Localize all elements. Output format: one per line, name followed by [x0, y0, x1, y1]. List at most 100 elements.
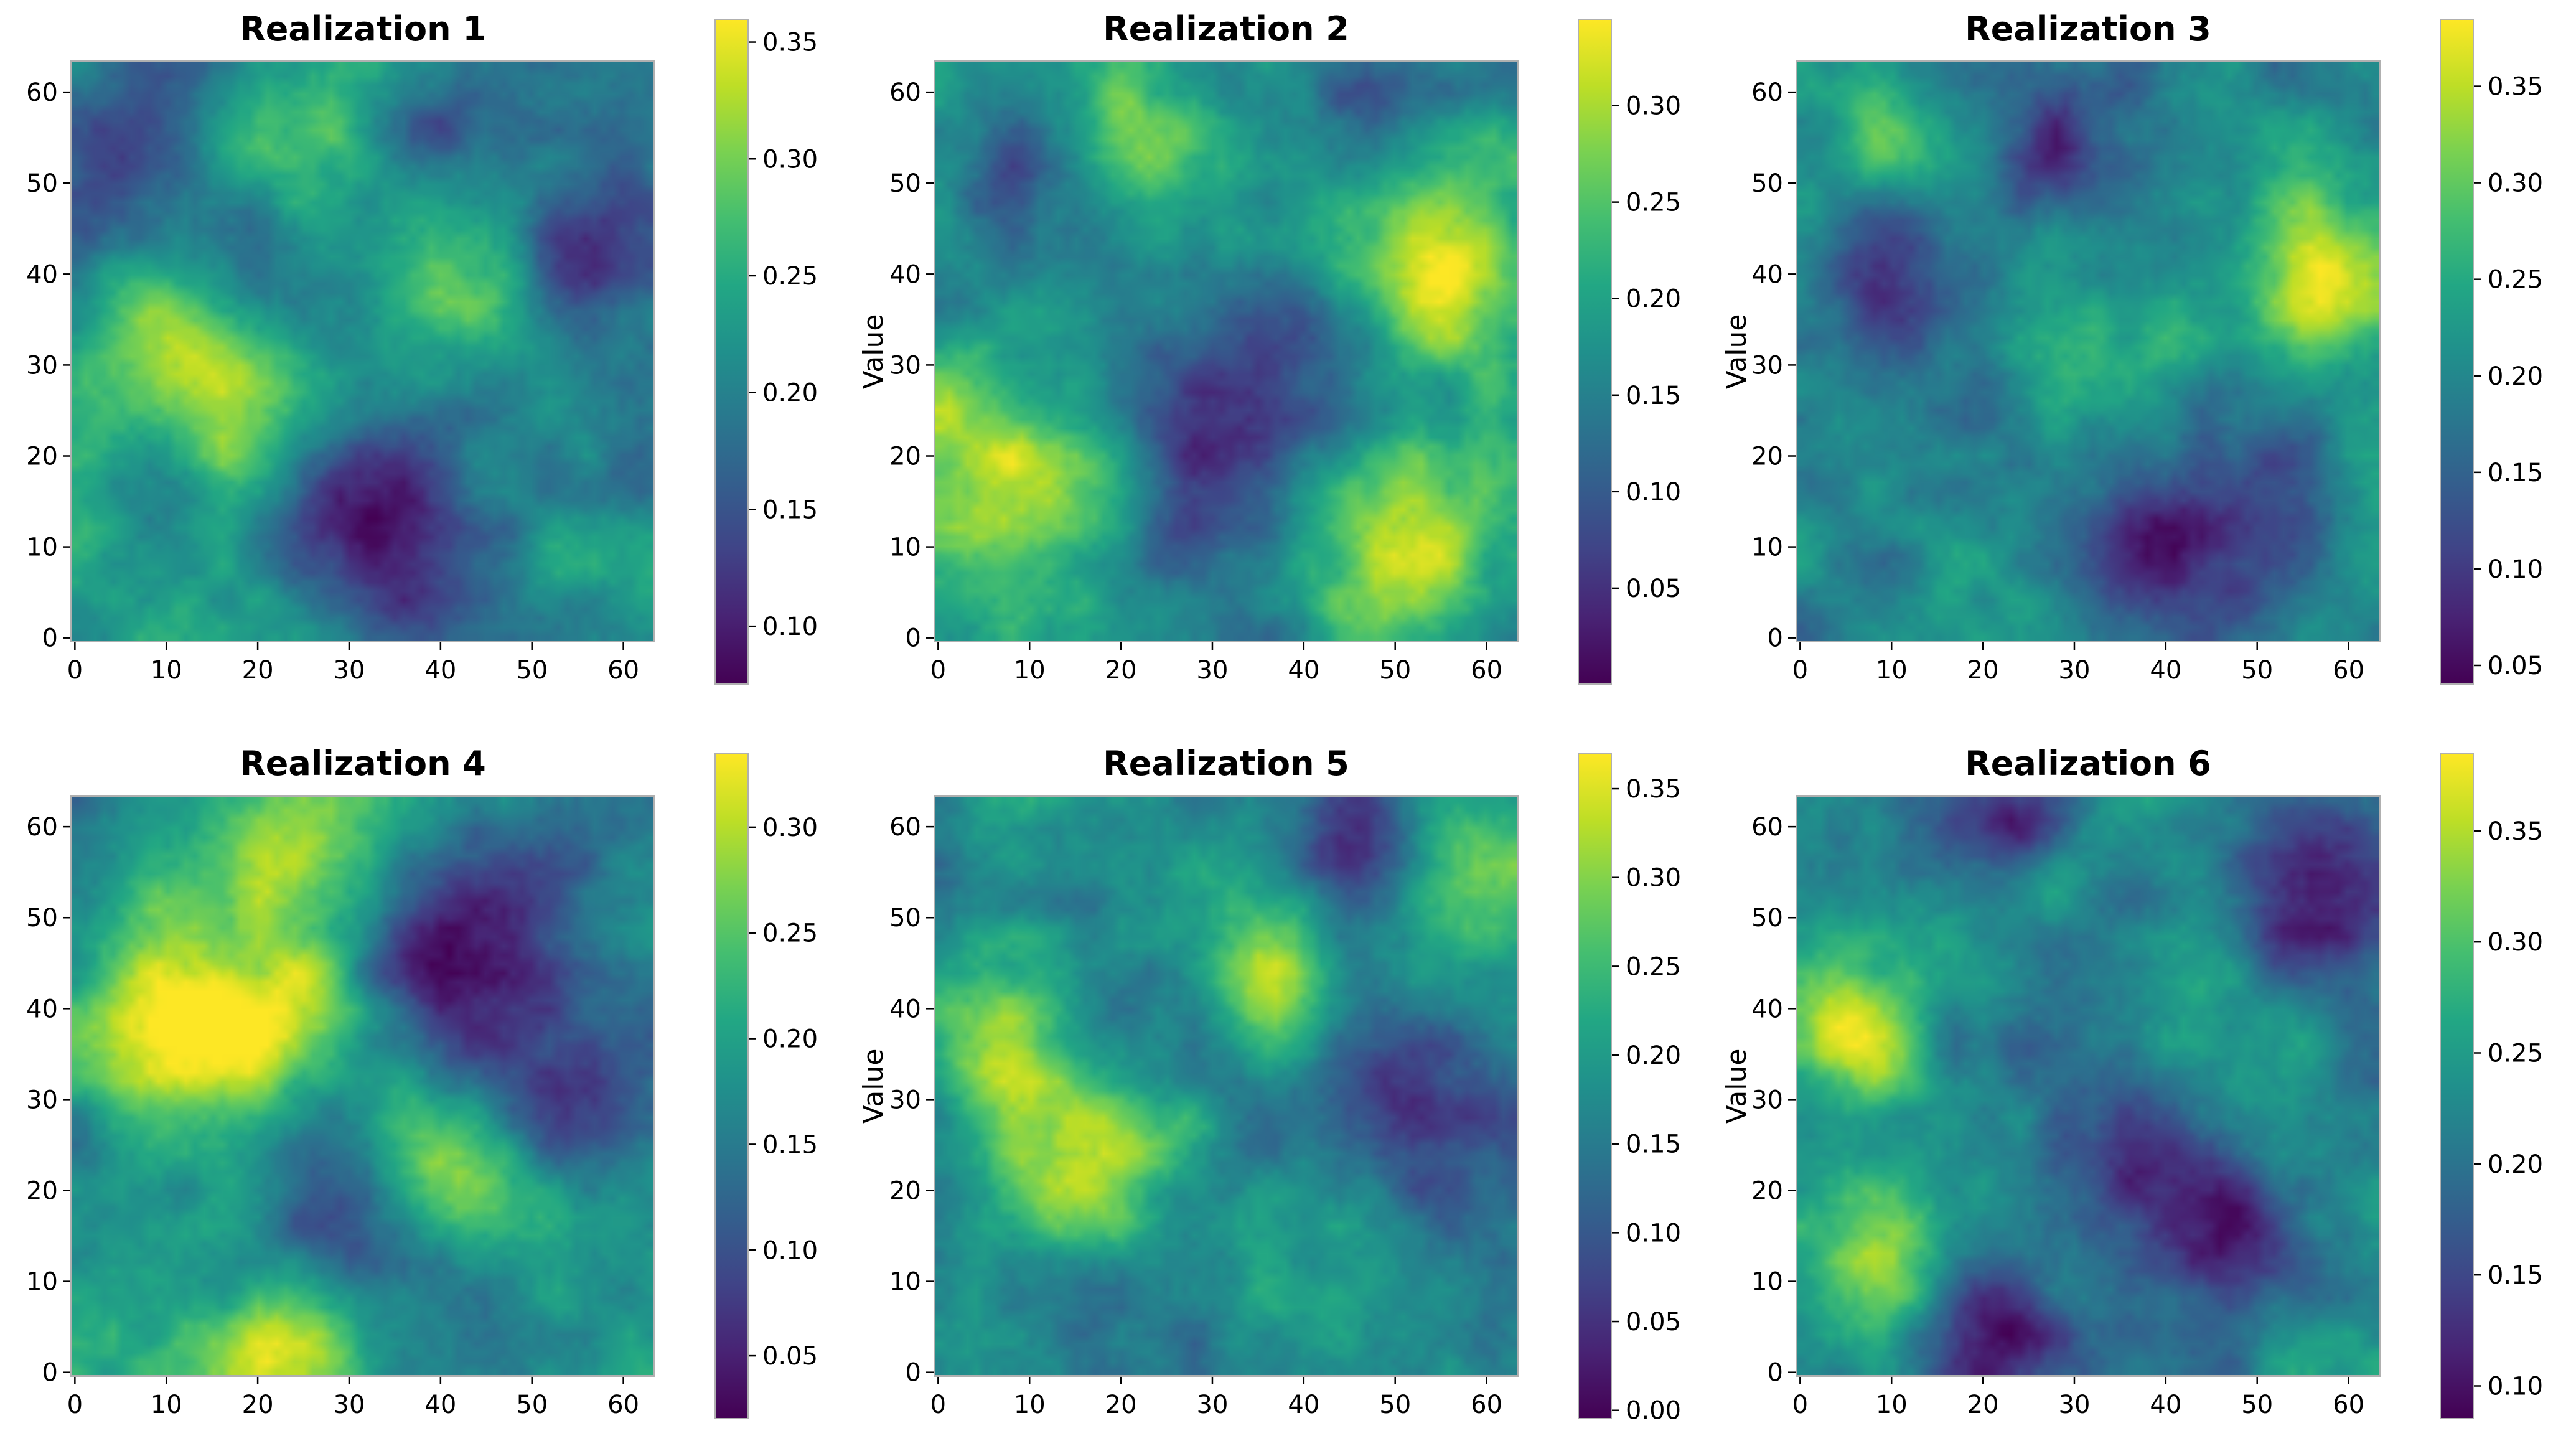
colorbar-6 — [2440, 753, 2474, 1419]
y-tick-label: 60 — [1751, 78, 1783, 107]
panel-title-2: Realization 2 — [1103, 9, 1349, 49]
y-tick-label: 10 — [889, 533, 921, 562]
y-tick-label: 60 — [889, 78, 921, 107]
colorbar-tick-label: 0.35 — [2488, 817, 2543, 846]
x-tick-label: 60 — [2333, 1391, 2364, 1419]
colorbar-tick-label: 0.05 — [2488, 652, 2543, 680]
y-tick-label: 0 — [906, 624, 921, 653]
heatmap-field-2 — [935, 62, 1517, 641]
colorbar-tick-label: 0.15 — [1626, 1130, 1681, 1159]
x-tick-label: 50 — [516, 1391, 548, 1419]
y-tick-label: 30 — [889, 1086, 921, 1114]
y-tick-label: 30 — [26, 1086, 58, 1114]
panel-title-1: Realization 1 — [240, 9, 486, 49]
panel-title-3: Realization 3 — [1965, 9, 2211, 49]
colorbar-tick-label: 0.25 — [762, 262, 818, 291]
x-tick-label: 40 — [2150, 1391, 2181, 1419]
heatmap-1 — [70, 60, 655, 642]
y-tick-label: 0 — [1768, 1359, 1783, 1387]
x-tick-label: 0 — [67, 1391, 83, 1419]
heatmap-field-4 — [72, 797, 653, 1375]
heatmap-6 — [1796, 795, 2381, 1377]
colorbar-tick-label: 0.20 — [762, 1025, 818, 1054]
x-tick-label: 10 — [151, 656, 182, 685]
colorbar-tick-label: 0.20 — [2488, 1150, 2543, 1179]
heatmap-3 — [1796, 60, 2381, 642]
colorbar-1 — [714, 19, 749, 685]
heatmap-4 — [70, 795, 655, 1377]
y-tick-label: 30 — [1751, 1086, 1783, 1114]
colorbar-tick-label: 0.30 — [1626, 864, 1681, 893]
y-tick-label: 40 — [889, 995, 921, 1023]
y-tick-label: 40 — [1751, 995, 1783, 1023]
x-tick-label: 10 — [1014, 656, 1046, 685]
y-tick-label: 40 — [1751, 260, 1783, 289]
colorbar-tick-label: 0.35 — [762, 29, 818, 57]
y-tick-label: 0 — [1768, 624, 1783, 653]
heatmap-2 — [934, 60, 1519, 642]
y-tick-label: 10 — [1751, 533, 1783, 562]
x-tick-label: 40 — [424, 1391, 456, 1419]
y-tick-label: 0 — [42, 1359, 58, 1387]
y-tick-label: 40 — [26, 995, 58, 1023]
x-tick-label: 10 — [1876, 1391, 1908, 1419]
x-tick-label: 50 — [2241, 656, 2273, 685]
colorbar-tick-label: 0.30 — [1626, 92, 1681, 121]
y-tick-label: 20 — [889, 1177, 921, 1206]
colorbar-label-5: Value — [1721, 1049, 1753, 1124]
colorbar-tick-label: 0.35 — [2488, 73, 2543, 101]
heatmap-5 — [934, 795, 1519, 1377]
colorbar-tick-label: 0.10 — [762, 613, 818, 641]
x-tick-label: 0 — [1792, 656, 1808, 685]
colorbar-tick-label: 0.25 — [762, 919, 818, 948]
colorbar-tick-label: 0.30 — [762, 814, 818, 842]
x-tick-label: 20 — [242, 656, 274, 685]
y-tick-label: 60 — [26, 813, 58, 842]
colorbar-tick-label: 0.20 — [2488, 362, 2543, 391]
x-tick-label: 0 — [930, 1391, 946, 1419]
y-tick-label: 20 — [26, 1177, 58, 1206]
colorbar-tick-label: 0.15 — [2488, 1261, 2543, 1290]
x-tick-label: 20 — [1967, 1391, 1999, 1419]
colorbar-4 — [714, 753, 749, 1419]
colorbar-tick-label: 0.25 — [1626, 189, 1681, 217]
heatmap-field-3 — [1797, 62, 2379, 641]
colorbar-tick-label: 0.15 — [762, 1130, 818, 1159]
colorbar-tick-label: 0.35 — [1626, 775, 1681, 804]
colorbar-label-2: Value — [1721, 314, 1753, 390]
colorbar-tick-label: 0.30 — [762, 145, 818, 174]
y-tick-label: 20 — [1751, 443, 1783, 471]
colorbar-tick-label: 0.10 — [2488, 555, 2543, 584]
x-tick-label: 60 — [1471, 656, 1502, 685]
y-tick-label: 20 — [889, 443, 921, 471]
y-tick-label: 50 — [1751, 169, 1783, 198]
y-tick-label: 20 — [26, 443, 58, 471]
y-tick-label: 10 — [1751, 1268, 1783, 1297]
x-tick-label: 50 — [2241, 1391, 2273, 1419]
colorbar-tick-label: 0.10 — [1626, 1219, 1681, 1247]
colorbar-tick-label: 0.25 — [2488, 1040, 2543, 1068]
heatmap-field-6 — [1797, 797, 2379, 1375]
x-tick-label: 50 — [1379, 1391, 1411, 1419]
y-tick-label: 0 — [42, 624, 58, 653]
colorbar-tick-label: 0.15 — [1626, 382, 1681, 410]
x-tick-label: 30 — [1197, 1391, 1229, 1419]
y-tick-label: 50 — [26, 169, 58, 198]
x-tick-label: 40 — [2150, 656, 2181, 685]
x-tick-label: 10 — [1876, 656, 1908, 685]
x-tick-label: 20 — [1105, 1391, 1137, 1419]
colorbar-tick-label: 0.05 — [1626, 1308, 1681, 1336]
colorbar-tick-label: 0.30 — [2488, 928, 2543, 957]
x-tick-label: 20 — [242, 1391, 274, 1419]
colorbar-2 — [1578, 19, 1612, 685]
y-tick-label: 40 — [889, 260, 921, 289]
x-tick-label: 60 — [1471, 1391, 1502, 1419]
colorbar-tick-label: 0.00 — [1626, 1397, 1681, 1425]
x-tick-label: 20 — [1105, 656, 1137, 685]
x-tick-label: 0 — [1792, 1391, 1808, 1419]
y-tick-label: 10 — [26, 533, 58, 562]
colorbar-tick-label: 0.05 — [1626, 575, 1681, 603]
